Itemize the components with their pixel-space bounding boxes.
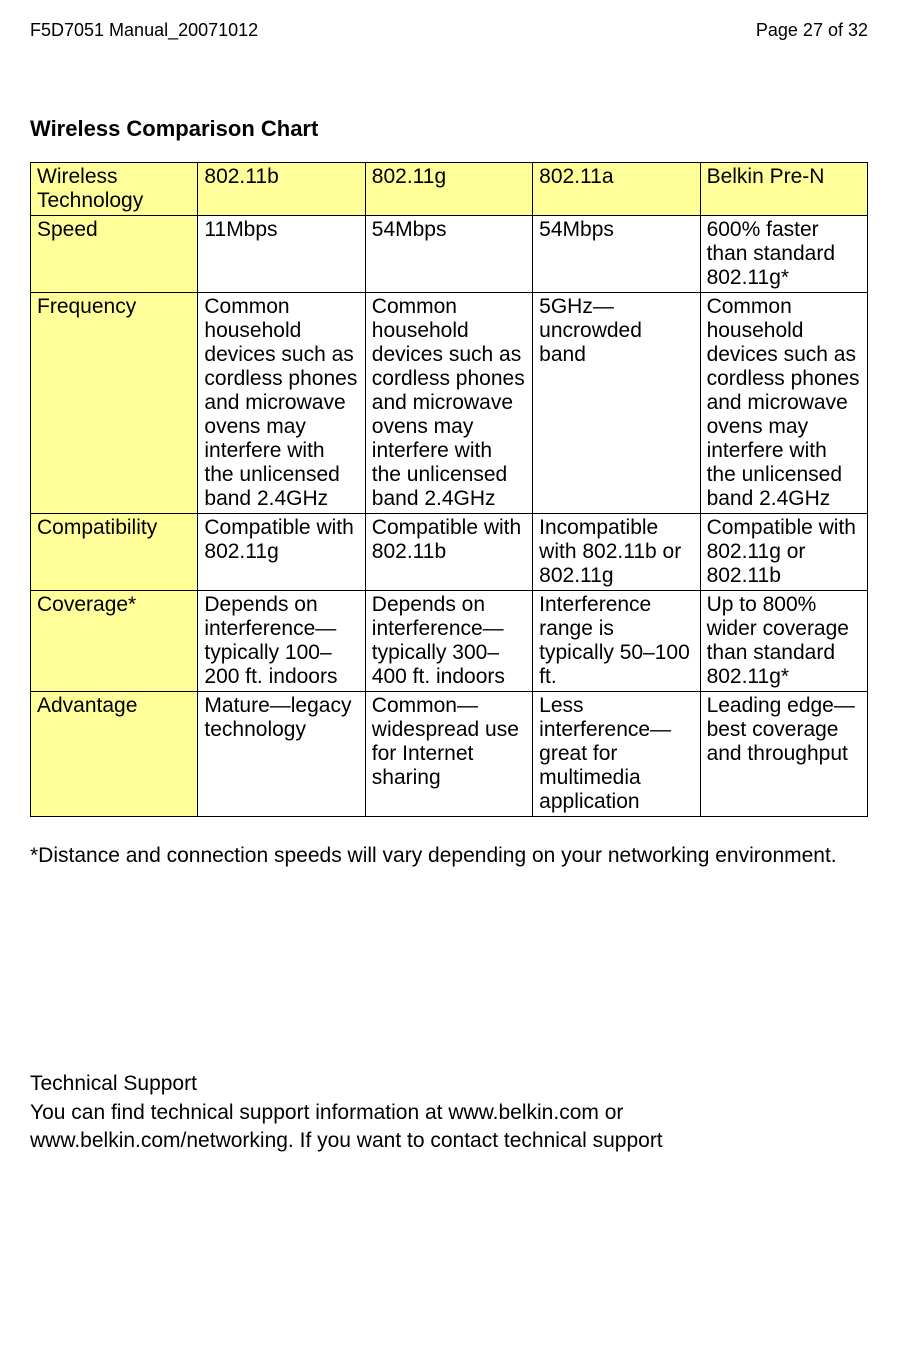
table-row: Compatibility Compatible with 802.11g Co… [31,514,868,591]
chart-title: Wireless Comparison Chart [30,116,868,142]
tech-support-title: Technical Support [30,1070,868,1098]
table-cell: Common—widespread use for Internet shari… [365,692,532,817]
table-cell: Less interference—great for multimedia a… [533,692,700,817]
tech-support-body: You can find technical support informati… [30,1099,868,1156]
table-cell: Up to 800% wider coverage than standard … [700,591,867,692]
table-cell: 600% faster than standard 802.11g* [700,216,867,293]
table-cell: 5GHz—uncrowded band [533,293,700,514]
row-label-cell: Compatibility [31,514,198,591]
table-cell: Incompatible with 802.11b or 802.11g [533,514,700,591]
table-header-cell: Belkin Pre-N [700,163,867,216]
table-cell: 54Mbps [365,216,532,293]
row-label-cell: Speed [31,216,198,293]
table-cell: Leading edge—best coverage and throughpu… [700,692,867,817]
footnote-text: *Distance and connection speeds will var… [30,842,868,870]
header-left: F5D7051 Manual_20071012 [30,20,258,41]
table-cell: Common household devices such as cordles… [365,293,532,514]
table-cell: Compatible with 802.11g [198,514,365,591]
table-cell: Depends on interference—typically 300–40… [365,591,532,692]
tech-support-section: Technical Support You can find technical… [30,1070,868,1155]
table-cell: 11Mbps [198,216,365,293]
table-row: Speed 11Mbps 54Mbps 54Mbps 600% faster t… [31,216,868,293]
table-cell: Mature—legacy technology [198,692,365,817]
table-cell: Common household devices such as cordles… [198,293,365,514]
table-header-cell: 802.11b [198,163,365,216]
header-right: Page 27 of 32 [756,20,868,41]
page-header: F5D7051 Manual_20071012 Page 27 of 32 [30,20,868,41]
table-cell: 54Mbps [533,216,700,293]
table-row: Coverage* Depends on interference—typica… [31,591,868,692]
table-cell: Common household devices such as cordles… [700,293,867,514]
table-header-cell: 802.11a [533,163,700,216]
comparison-table: Wireless Technology 802.11b 802.11g 802.… [30,162,868,817]
table-header-cell: Wireless Technology [31,163,198,216]
row-label-cell: Frequency [31,293,198,514]
table-header-cell: 802.11g [365,163,532,216]
table-cell: Interference range is typically 50–100 f… [533,591,700,692]
table-cell: Depends on interference—typically 100–20… [198,591,365,692]
table-header-row: Wireless Technology 802.11b 802.11g 802.… [31,163,868,216]
table-cell: Compatible with 802.11g or 802.11b [700,514,867,591]
row-label-cell: Coverage* [31,591,198,692]
table-row: Advantage Mature—legacy technology Commo… [31,692,868,817]
table-row: Frequency Common household devices such … [31,293,868,514]
row-label-cell: Advantage [31,692,198,817]
table-cell: Compatible with 802.11b [365,514,532,591]
